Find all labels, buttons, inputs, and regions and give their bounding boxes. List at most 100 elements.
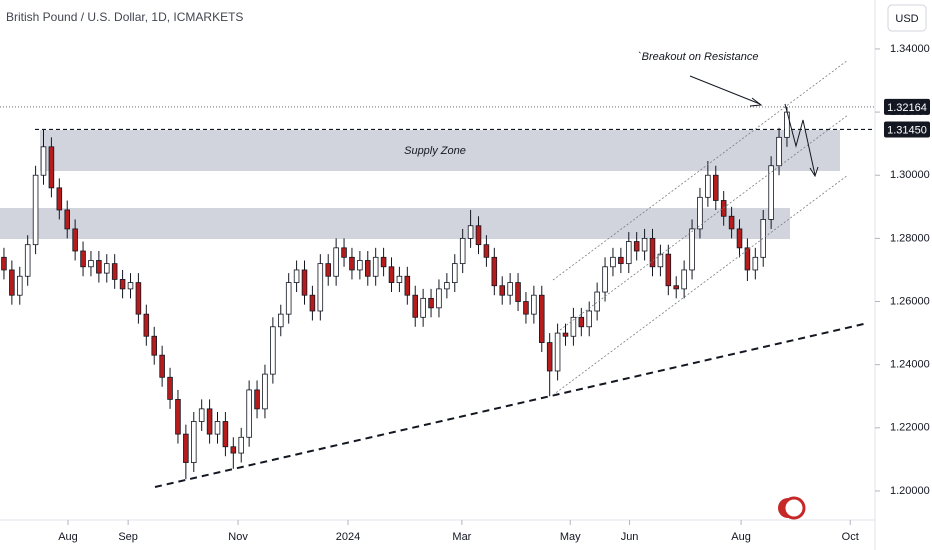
y-tick-label: 1.30000 xyxy=(890,169,930,181)
x-tick-label: Nov xyxy=(228,531,248,543)
candle-body xyxy=(618,256,624,265)
plot xyxy=(0,106,875,480)
candle-body xyxy=(554,332,561,372)
candle-body xyxy=(483,244,490,258)
candle-body xyxy=(720,200,727,217)
candle-body xyxy=(507,282,513,296)
candle-body xyxy=(451,263,458,283)
candle-body xyxy=(72,228,78,252)
candle-body xyxy=(689,228,695,271)
candle-body xyxy=(641,237,648,252)
candle-body xyxy=(539,294,545,343)
candle-body xyxy=(135,282,142,315)
supply-zone xyxy=(40,130,840,171)
zone-label: Supply Zone xyxy=(404,145,466,157)
candle-body xyxy=(713,174,719,201)
candle-body xyxy=(404,275,411,296)
candle-body xyxy=(760,219,767,258)
candle-body xyxy=(317,263,324,312)
candle-body xyxy=(388,266,395,283)
candle-body xyxy=(681,269,687,290)
candle-body xyxy=(357,260,363,271)
candle-body xyxy=(633,241,640,252)
candle-body xyxy=(475,225,482,246)
candle-body xyxy=(198,408,205,422)
projection-head xyxy=(809,166,819,178)
x-tick-label: Sep xyxy=(118,531,138,543)
x-tick-label: Oct xyxy=(842,531,859,543)
candle-body xyxy=(499,285,506,296)
candle-body xyxy=(190,421,197,463)
candle-body xyxy=(491,256,498,287)
x-tick-label: 2024 xyxy=(336,531,360,543)
candle-body xyxy=(657,253,664,268)
price-label: 1.31450 xyxy=(887,124,927,136)
candle-body xyxy=(167,376,173,400)
candle-body xyxy=(214,421,221,435)
candle-body xyxy=(230,446,237,454)
candle-body xyxy=(428,297,434,309)
candle-body xyxy=(515,282,521,302)
candle-body xyxy=(56,187,63,211)
logo xyxy=(778,496,806,520)
y-tick-label: 1.26000 xyxy=(890,295,930,307)
arrow xyxy=(689,75,761,105)
candle-body xyxy=(728,215,735,230)
candle-body xyxy=(610,256,616,268)
candle-body xyxy=(341,247,347,258)
candle-body xyxy=(183,433,189,463)
projection xyxy=(784,103,816,176)
candle-body xyxy=(578,316,585,328)
candle-body xyxy=(309,294,316,312)
candle-body xyxy=(32,174,39,246)
candle-body xyxy=(523,301,529,315)
candle-body xyxy=(333,247,339,277)
candle-body xyxy=(285,282,292,315)
candle-body xyxy=(396,275,403,283)
candle-body xyxy=(254,389,260,410)
candle-body xyxy=(175,398,181,435)
candle-body xyxy=(143,313,150,337)
candle-body xyxy=(665,253,672,287)
candle-body xyxy=(159,354,165,378)
candle-body xyxy=(562,332,569,337)
logo-circle xyxy=(782,496,806,520)
candle-body xyxy=(546,342,553,372)
trendline xyxy=(154,322,869,488)
support-zone xyxy=(0,208,790,239)
candle-body xyxy=(238,436,244,454)
candle-body xyxy=(594,291,600,312)
x-tick-label: Mar xyxy=(452,531,471,543)
candle-body xyxy=(768,165,774,220)
candle-body xyxy=(40,146,47,176)
candle-body xyxy=(270,326,276,375)
candle-body xyxy=(467,225,474,239)
candle-body xyxy=(673,285,680,290)
candle-body xyxy=(570,316,577,337)
candle-body xyxy=(349,256,355,271)
y-tick-label: 1.20000 xyxy=(890,485,930,497)
candle-body xyxy=(88,260,94,268)
candle-body xyxy=(48,146,55,189)
candle-body xyxy=(246,389,252,438)
candle-body xyxy=(64,209,70,230)
candle-body xyxy=(222,421,229,448)
candle-body xyxy=(649,237,656,268)
candle-body xyxy=(697,196,703,230)
candle-body xyxy=(736,228,743,249)
candle-body xyxy=(705,174,711,198)
candle-body xyxy=(372,256,379,277)
arrow-head xyxy=(749,97,763,107)
candle-body xyxy=(301,269,308,296)
candle-body xyxy=(16,275,23,296)
candle-body xyxy=(1,256,7,271)
y-tick-label: 1.24000 xyxy=(890,359,930,371)
price-label-box xyxy=(884,121,930,138)
candle-body xyxy=(277,313,284,328)
price-label-box xyxy=(884,98,930,115)
candle-body xyxy=(586,310,593,328)
x-tick-label: Jun xyxy=(621,531,639,543)
candle-body xyxy=(752,256,759,271)
currency-box[interactable] xyxy=(887,4,927,32)
